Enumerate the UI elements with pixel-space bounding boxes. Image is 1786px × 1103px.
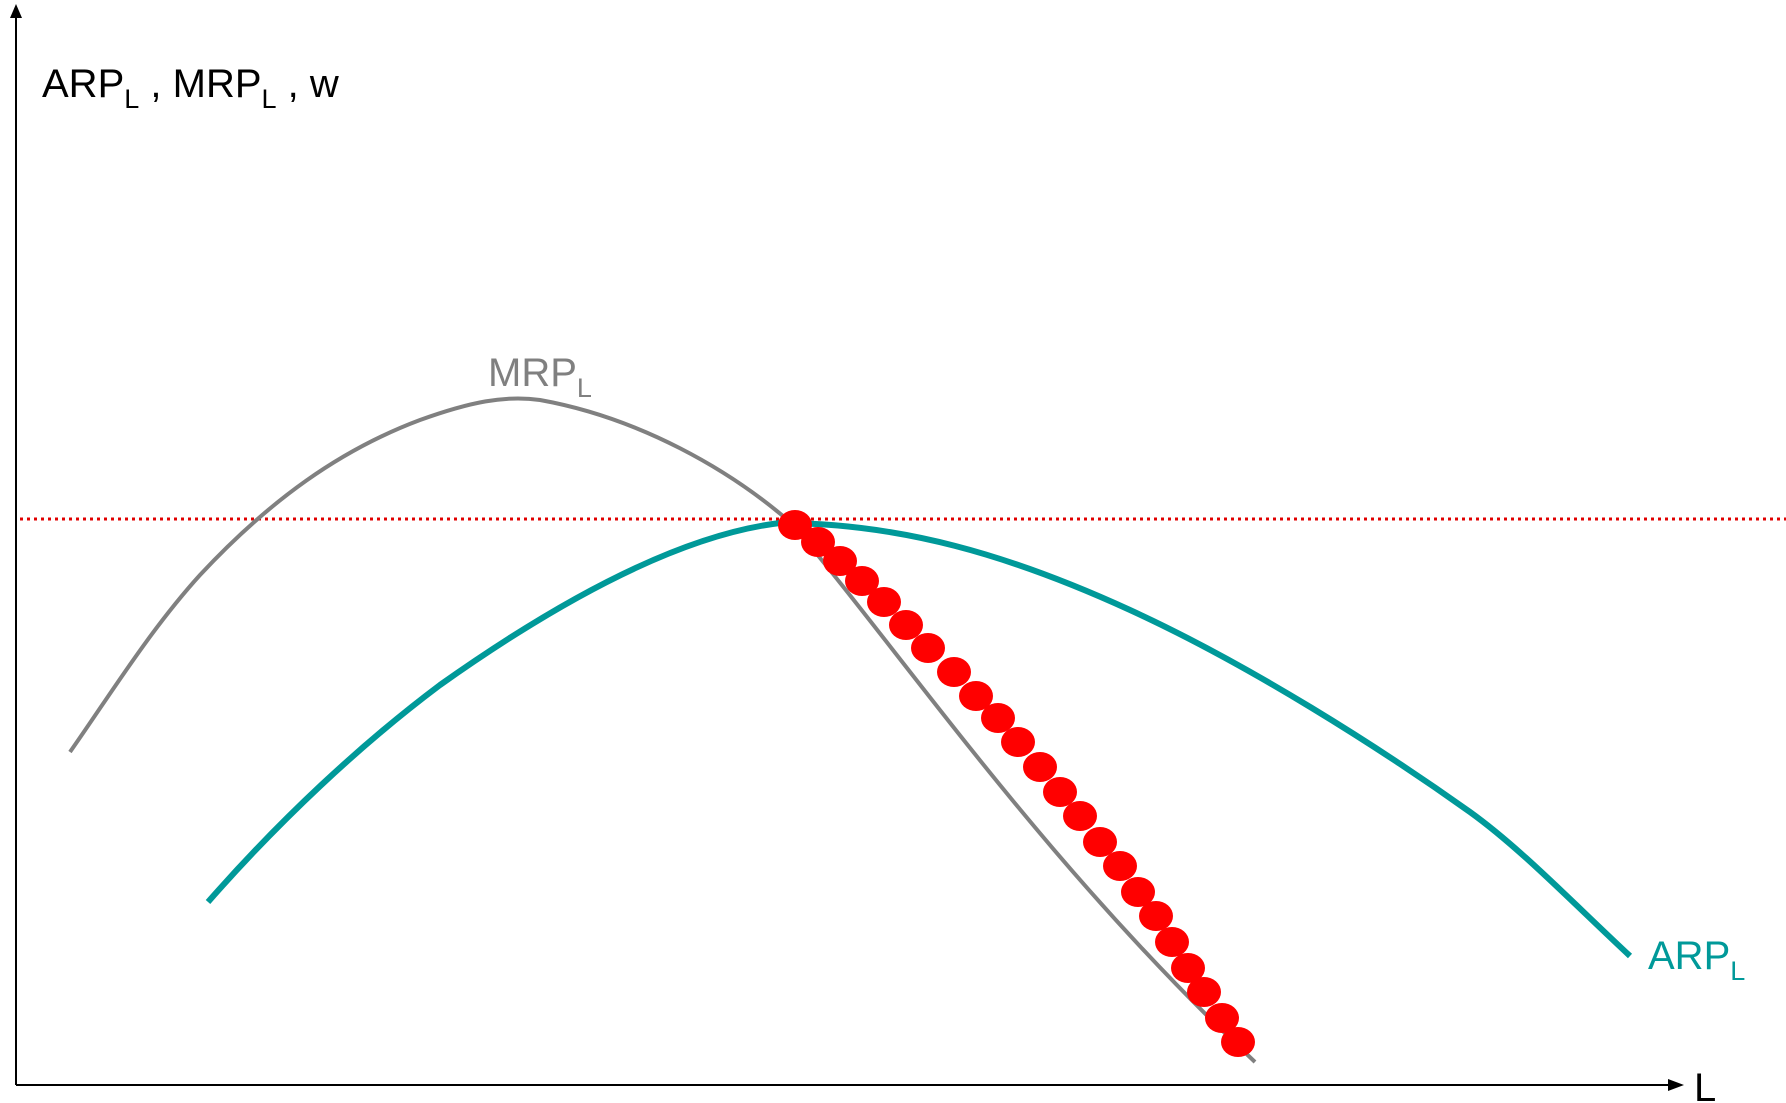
demand-dot — [1043, 777, 1077, 807]
demand-dot — [959, 681, 993, 711]
y-axis-title: ARPL , MRPL , w — [42, 62, 339, 114]
demand-dot — [911, 633, 945, 663]
demand-dot — [801, 527, 835, 557]
demand-dot — [889, 610, 923, 640]
demand-dot — [845, 566, 879, 596]
arp-curve — [205, 519, 1633, 959]
arp-label: ARPL — [1648, 934, 1745, 986]
x-axis-title: L — [1694, 1066, 1716, 1103]
demand-dot — [1205, 1003, 1239, 1033]
demand-dot — [867, 587, 901, 617]
demand-dot — [1023, 752, 1057, 782]
demand-dot — [1155, 927, 1189, 957]
demand-dot — [823, 546, 857, 576]
labour-demand-curve — [778, 510, 1255, 1057]
demand-dot — [981, 703, 1015, 733]
demand-dot — [1001, 727, 1035, 757]
demand-dot — [1187, 977, 1221, 1007]
demand-dot — [1063, 801, 1097, 831]
demand-dot — [937, 657, 971, 687]
demand-dot — [1121, 877, 1155, 907]
demand-dot — [1221, 1027, 1255, 1057]
mrp-label: MRPL — [488, 351, 592, 403]
demand-dot — [778, 510, 812, 540]
axes — [10, 4, 1684, 1091]
y-axis-arrow — [10, 4, 22, 18]
mrp-curve — [68, 396, 1257, 1064]
demand-dot — [1103, 851, 1137, 881]
x-axis-arrow — [1668, 1079, 1684, 1091]
demand-dot — [1083, 827, 1117, 857]
demand-dot — [1139, 901, 1173, 931]
demand-dot — [1171, 953, 1205, 983]
